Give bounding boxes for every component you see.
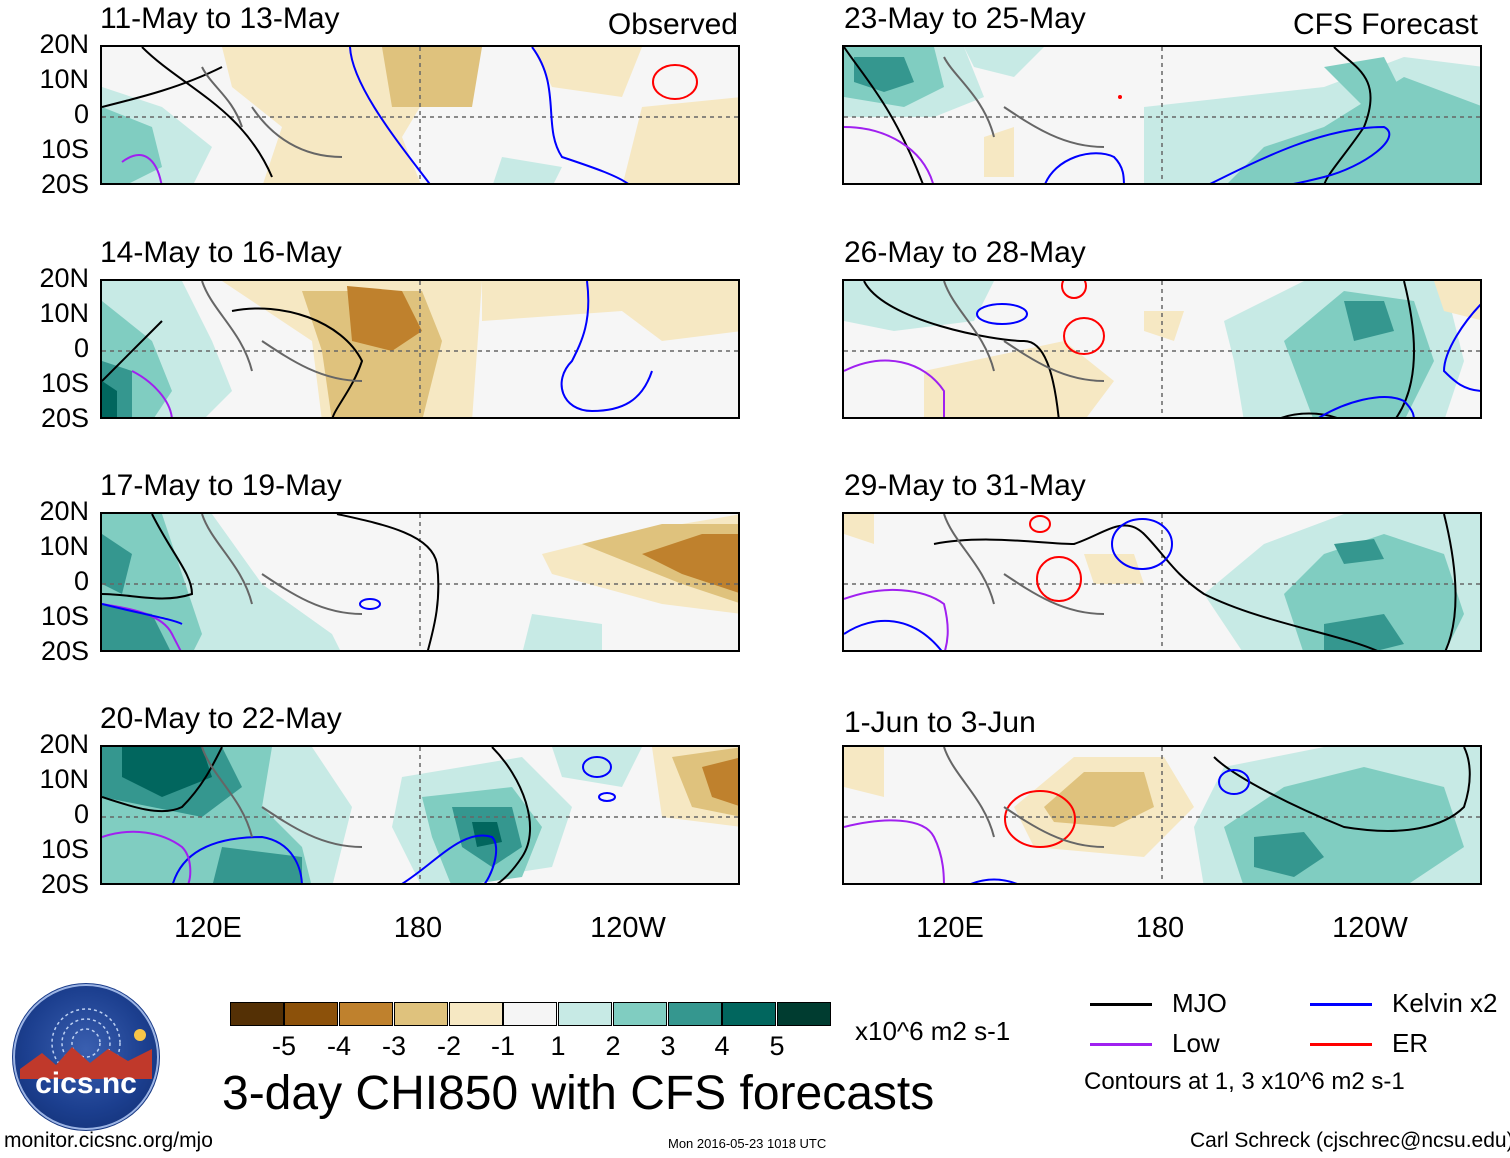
colorbar-swatch-8 (613, 1002, 667, 1026)
panel-title-right-4: 1-Jun to 3-Jun (844, 706, 1036, 739)
lat-label-20s-l4: 20S (40, 869, 89, 899)
lat-label-20s-l3: 20S (40, 636, 89, 666)
lat-label-10s-l1: 10S (40, 134, 89, 164)
colorbar-swatch-6 (503, 1002, 557, 1026)
logo-text: cics.nc (35, 1067, 137, 1100)
map-panel-right-1 (842, 45, 1482, 185)
panel-title-right-3: 29-May to 31-May (844, 469, 1086, 502)
lat-label-20n-l2: 20N (39, 263, 89, 293)
colorbar-label-m3: -3 (381, 1031, 406, 1061)
colorbar-swatch-3 (339, 1002, 393, 1026)
legend-line-er (1310, 1043, 1372, 1046)
footer-timestamp: Mon 2016-05-23 1018 UTC (668, 1136, 827, 1151)
panel-title-right-2: 26-May to 28-May (844, 236, 1086, 269)
legend-contour-note: Contours at 1, 3 x10^6 m2 s-1 (1084, 1068, 1405, 1095)
panel-title-left-3: 17-May to 19-May (100, 469, 342, 502)
legend-line-mjo (1090, 1003, 1152, 1006)
lat-label-20n-l3: 20N (39, 496, 89, 526)
lat-label-10n-l1: 10N (39, 64, 89, 94)
lat-label-0-l3: 0 (73, 566, 89, 596)
colorbar-label-m2: -2 (436, 1031, 461, 1061)
panel-title-left-1: 11-May to 13-May (100, 2, 340, 35)
footer-author: Carl Schreck (cjschrec@ncsu.edu) (1190, 1129, 1510, 1152)
cics-logo: cics.nc (12, 983, 160, 1131)
lon-label-120w-left: 120W (590, 912, 666, 944)
map-panel-right-3 (842, 512, 1482, 652)
lat-label-10s-l2: 10S (40, 368, 89, 398)
legend-line-low (1090, 1043, 1152, 1046)
lat-label-0-l2: 0 (73, 333, 89, 363)
lat-label-20s-l1: 20S (40, 169, 89, 199)
map-panel-left-3 (100, 512, 740, 652)
colorbar-swatch-2 (284, 1002, 338, 1026)
panel-title-right-1: 23-May to 25-May (844, 2, 1086, 35)
lon-label-120e-right: 120E (916, 912, 984, 944)
legend-label-er: ER (1392, 1028, 1429, 1058)
lat-label-20s-l2: 20S (40, 403, 89, 433)
legend-line-kelvin (1310, 1003, 1372, 1006)
lat-label-10n-l2: 10N (39, 298, 89, 328)
panel-tag-observed: Observed (607, 8, 738, 41)
colorbar-swatch-9 (668, 1002, 722, 1026)
colorbar-label-m4: -4 (326, 1031, 351, 1061)
map-panel-left-4 (100, 745, 740, 885)
map-panel-right-4 (842, 745, 1482, 885)
lat-label-0-l1: 0 (73, 99, 89, 129)
colorbar-swatch-1 (230, 1002, 284, 1026)
map-panel-left-2 (100, 279, 740, 419)
lat-label-0-l4: 0 (73, 799, 89, 829)
colorbar-label-p5: 5 (769, 1031, 785, 1061)
colorbar-label-m1: -1 (490, 1031, 515, 1061)
colorbar-label-m5: -5 (271, 1031, 296, 1061)
lat-label-10s-l3: 10S (40, 601, 89, 631)
colorbar-label-p1: 1 (550, 1031, 566, 1061)
legend-label-low: Low (1172, 1028, 1220, 1058)
legend-label-mjo: MJO (1172, 988, 1227, 1018)
figure-title: 3-day CHI850 with CFS forecasts (222, 1067, 935, 1120)
colorbar-swatch-11 (777, 1002, 831, 1026)
map-panel-right-2 (842, 279, 1482, 419)
footer-url[interactable]: monitor.cicsnc.org/mjo (4, 1129, 213, 1152)
lat-label-20n-l4: 20N (39, 729, 89, 759)
lon-label-120e-left: 120E (174, 912, 242, 944)
colorbar-swatch-5 (449, 1002, 503, 1026)
colorbar-units: x10^6 m2 s-1 (855, 1016, 1011, 1046)
colorbar-swatch-10 (722, 1002, 776, 1026)
lat-label-10s-l4: 10S (40, 834, 89, 864)
lon-label-180-left: 180 (393, 912, 443, 944)
panel-title-left-2: 14-May to 16-May (100, 236, 342, 269)
lon-label-180-right: 180 (1135, 912, 1185, 944)
colorbar-swatch-4 (394, 1002, 448, 1026)
colorbar-label-p2: 2 (605, 1031, 621, 1061)
legend-label-kelvin: Kelvin x2 (1392, 988, 1498, 1018)
colorbar-label-p3: 3 (660, 1031, 676, 1061)
lat-label-10n-l4: 10N (39, 764, 89, 794)
lon-label-120w-right: 120W (1332, 912, 1408, 944)
lat-label-10n-l3: 10N (39, 531, 89, 561)
lat-label-20n-l1: 20N (39, 29, 89, 59)
colorbar-swatch-7 (558, 1002, 612, 1026)
map-panel-left-1 (100, 45, 740, 185)
colorbar-label-p4: 4 (714, 1031, 730, 1061)
panel-title-left-4: 20-May to 22-May (100, 702, 342, 735)
panel-tag-cfs-forecast: CFS Forecast (1292, 8, 1478, 41)
